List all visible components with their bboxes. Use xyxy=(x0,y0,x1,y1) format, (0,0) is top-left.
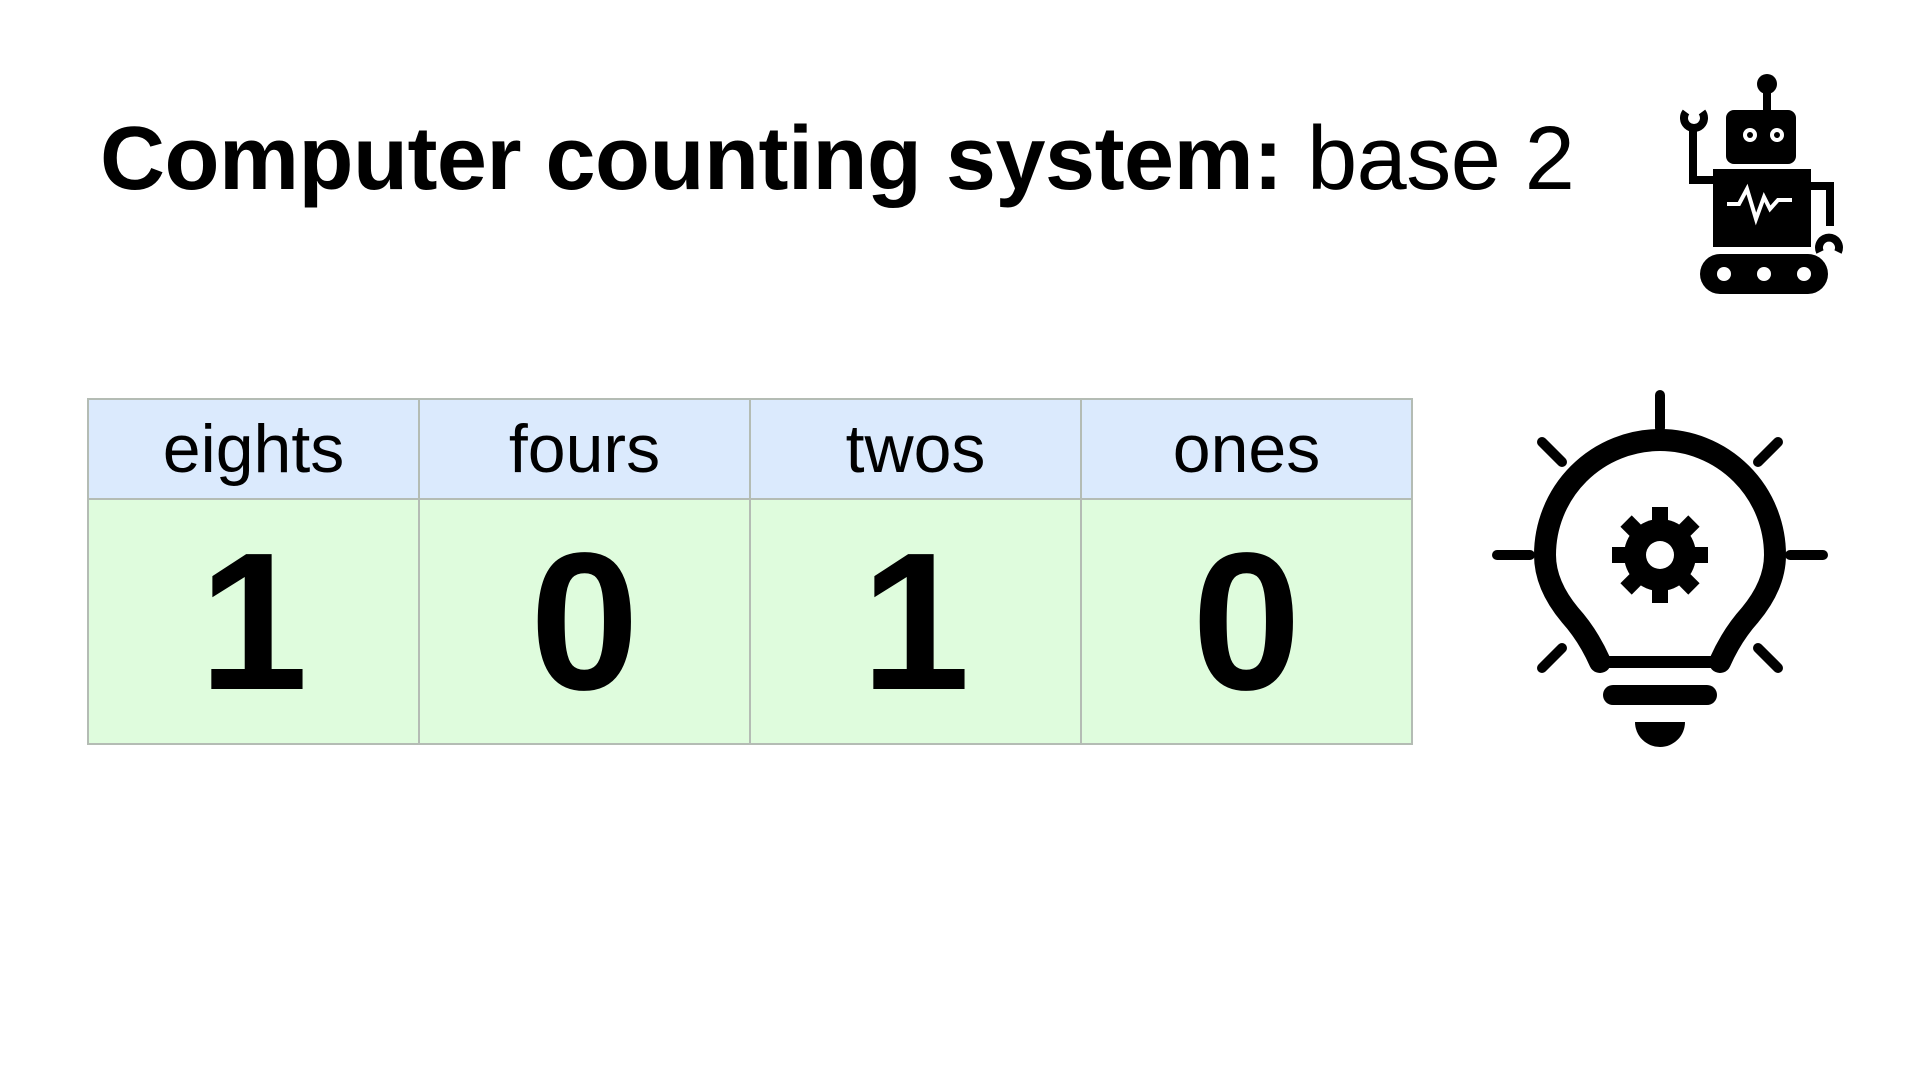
digit-eights: 1 xyxy=(87,498,420,745)
header-fours: fours xyxy=(418,398,751,500)
header-ones: ones xyxy=(1080,398,1413,500)
robot-icon xyxy=(1680,74,1843,294)
header-row: eights fours twos ones xyxy=(87,398,1413,500)
title-bold: Computer counting system: xyxy=(100,109,1283,209)
title-regular: base 2 xyxy=(1307,109,1575,209)
digit-twos: 1 xyxy=(749,498,1082,745)
slide-title: Computer counting system: base 2 xyxy=(100,108,1575,211)
digit-row: 1 0 1 0 xyxy=(87,498,1413,745)
digit-fours: 0 xyxy=(418,498,751,745)
place-value-table: eights fours twos ones 1 0 1 0 xyxy=(87,398,1413,745)
header-eights: eights xyxy=(87,398,420,500)
header-twos: twos xyxy=(749,398,1082,500)
lightbulb-gear-icon xyxy=(1492,390,1828,747)
digit-ones: 0 xyxy=(1080,498,1413,745)
